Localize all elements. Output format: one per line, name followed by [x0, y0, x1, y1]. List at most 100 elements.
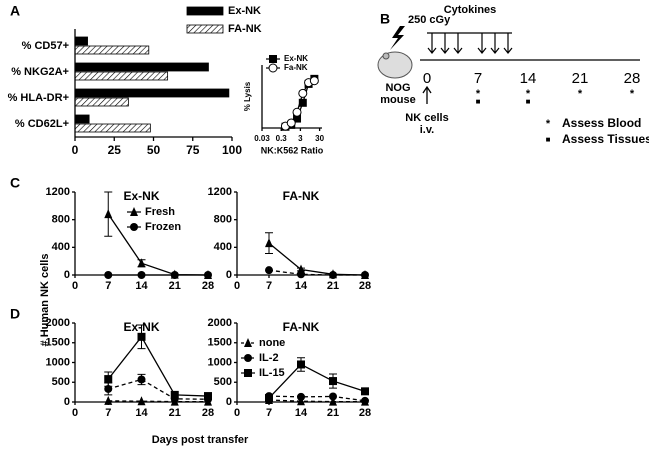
series-line	[268, 363, 366, 399]
series-line	[268, 395, 366, 402]
x-tick-label: 0.3	[276, 134, 288, 143]
data-point	[204, 392, 212, 401]
data-point	[104, 384, 113, 393]
x-tick-label: 0	[72, 407, 78, 419]
mouse-label: NOG	[385, 82, 410, 94]
x-tick-label: 14	[295, 280, 308, 292]
day-label: 0	[423, 70, 431, 87]
data-point	[293, 114, 302, 123]
x-tick-label: 28	[202, 280, 214, 292]
y-tick-label: 800	[52, 214, 70, 226]
legend-label: Assess Blood	[562, 116, 641, 130]
data-point	[265, 266, 273, 275]
x-tick-label: 0	[72, 143, 79, 157]
data-point	[329, 396, 337, 406]
data-point	[104, 209, 113, 219]
data-point	[361, 387, 369, 396]
legend-label: Ex-NK	[284, 54, 308, 63]
x-axis-label: Days post transfer	[152, 434, 249, 446]
bar	[74, 88, 230, 98]
chart-title: FA-NK	[283, 320, 320, 334]
bar	[74, 71, 169, 81]
series-line	[268, 399, 365, 403]
y-tick-label: 2000	[208, 317, 232, 329]
chart-title: FA-NK	[283, 189, 320, 203]
panel-label: B	[380, 11, 390, 27]
y-tick-label: 1200	[46, 186, 70, 198]
x-tick-label: 7	[105, 280, 111, 292]
y-tick-label: 1000	[208, 356, 232, 368]
blood-marker: *	[476, 88, 481, 100]
y-tick-label: % CD57+	[22, 40, 69, 52]
x-tick-label: 28	[359, 280, 371, 292]
legend-marker	[130, 207, 138, 216]
injection-label: NK cells	[405, 112, 448, 124]
y-tick-label: 1500	[46, 337, 70, 349]
legend-marker	[269, 55, 277, 63]
blood-marker: *	[578, 88, 583, 100]
data-point	[104, 271, 113, 279]
legend-label: Ex-NK	[228, 5, 261, 17]
bar	[74, 45, 150, 55]
legend-label: IL-15	[259, 367, 285, 379]
panel-label: A	[10, 3, 20, 19]
x-tick-label: 21	[327, 407, 339, 419]
legend-swatch	[186, 24, 224, 34]
blood-marker: *	[630, 88, 635, 100]
y-tick-label: 1500	[208, 337, 232, 349]
legend-label: Fa-NK	[284, 63, 308, 72]
data-point	[329, 377, 337, 386]
tissue-marker: ■	[546, 135, 551, 144]
data-point	[297, 270, 305, 279]
data-point	[298, 98, 307, 107]
series-line	[107, 335, 209, 397]
data-point	[137, 396, 146, 406]
legend-label: Fresh	[145, 206, 175, 218]
data-point	[137, 375, 146, 384]
x-tick-label: 25	[108, 143, 122, 157]
x-tick-label: 0	[234, 407, 240, 419]
y-tick-label: 400	[52, 241, 70, 253]
x-axis-label: NK:K562 Ratio	[261, 145, 324, 155]
y-tick-label: 2000	[46, 317, 70, 329]
day-label: 7	[474, 70, 482, 87]
y-tick-label: 800	[214, 214, 232, 226]
cytokines-label: Cytokines	[444, 4, 497, 16]
y-tick-label: 400	[214, 241, 232, 253]
panel-b: B 250 cGy NOG mouse Cytokines 0 7 14 21 …	[377, 4, 649, 146]
y-tick-label: 1200	[208, 186, 232, 198]
x-tick-label: 7	[266, 407, 272, 419]
day-label: 28	[624, 70, 641, 87]
data-point	[104, 375, 113, 384]
day-label: 21	[572, 70, 589, 87]
x-tick-label: 28	[359, 407, 371, 419]
mouse-ear	[382, 52, 390, 60]
radiation-icon	[390, 26, 405, 50]
x-tick-label: 14	[135, 280, 148, 292]
data-point	[137, 332, 146, 341]
tissue-marker: ■	[526, 97, 531, 106]
y-tick-label: % NKG2A+	[11, 66, 69, 78]
data-point	[298, 88, 308, 98]
data-point	[265, 238, 273, 248]
legend-label: FA-NK	[228, 23, 262, 35]
x-tick-label: 50	[147, 143, 161, 157]
data-point	[137, 271, 146, 279]
cytokine-arrows	[427, 33, 513, 54]
series-line	[108, 378, 209, 400]
bar	[74, 114, 90, 124]
y-tick-label: 0	[64, 269, 70, 281]
injection-arrow	[422, 85, 432, 104]
data-point	[297, 392, 305, 401]
legend-marker	[130, 223, 138, 231]
x-tick-label: 7	[266, 280, 272, 292]
series-line	[268, 269, 365, 276]
data-point	[170, 271, 179, 279]
injection-label: i.v.	[420, 124, 434, 136]
y-tick-label: % HLA-DR+	[8, 92, 69, 104]
series-line	[268, 242, 366, 276]
x-tick-label: 75	[186, 143, 200, 157]
mouse-label: mouse	[380, 94, 415, 106]
legend-label: Frozen	[145, 221, 181, 233]
data-point	[329, 271, 337, 279]
